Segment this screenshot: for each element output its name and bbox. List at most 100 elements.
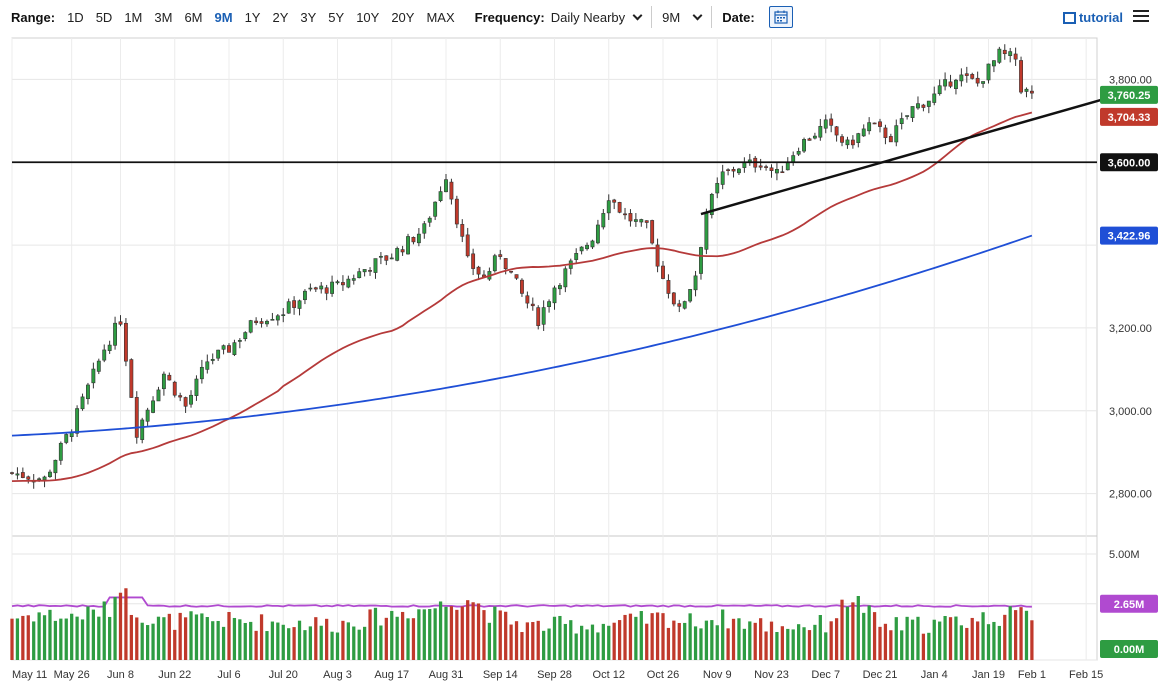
- range-button-2y[interactable]: 2Y: [272, 9, 289, 25]
- candle: [585, 242, 589, 251]
- candle-body: [709, 193, 714, 215]
- volume-bar: [466, 600, 470, 660]
- volume-bar: [70, 613, 74, 660]
- candle: [378, 252, 383, 265]
- candle-body: [178, 395, 183, 398]
- candle-body: [932, 93, 937, 103]
- candle-body: [693, 275, 698, 291]
- range-button-9m[interactable]: 9M: [214, 9, 233, 25]
- candle: [411, 236, 416, 245]
- badge-bg: [1100, 640, 1158, 658]
- candle: [888, 133, 893, 143]
- candle-body: [921, 104, 926, 108]
- volume-bar: [259, 614, 264, 660]
- volume-bar: [493, 606, 497, 660]
- candle-body: [520, 279, 524, 294]
- volume-bar: [352, 626, 356, 660]
- range-button-10y[interactable]: 10Y: [356, 9, 380, 25]
- candle-body: [129, 359, 134, 398]
- badge-bg: [1100, 226, 1158, 245]
- range-button-1m[interactable]: 1M: [124, 9, 143, 25]
- volume-bar: [476, 603, 481, 660]
- candle: [693, 270, 698, 297]
- candle: [492, 253, 497, 273]
- range-buttons: 1D 5D 1M 3M 6M 9M 1Y 2Y 3Y 5Y 10Y 20Y MAX: [61, 10, 461, 25]
- candle-body: [422, 223, 427, 234]
- candle-body: [601, 213, 606, 228]
- volume-bar: [563, 623, 567, 660]
- range-button-1y[interactable]: 1Y: [244, 9, 261, 25]
- candle-body: [275, 315, 280, 321]
- range-button-3y[interactable]: 3Y: [300, 9, 317, 25]
- volume-bar: [552, 616, 557, 660]
- toolbar: Range: 1D 5D 1M 3M 6M 9M 1Y 2Y 3Y 5Y 10Y 20Y MAX Fre…: [0, 0, 1161, 34]
- candle-body: [623, 213, 627, 216]
- candle: [69, 429, 74, 442]
- candle: [254, 317, 259, 326]
- volume-bar: [211, 621, 215, 660]
- candle-body: [650, 220, 655, 244]
- candle-body: [899, 118, 904, 124]
- range-button-5d[interactable]: 5D: [95, 9, 113, 25]
- candle: [937, 79, 942, 96]
- candle-body: [313, 287, 318, 290]
- candle-body: [818, 126, 823, 138]
- volume-bar: [48, 609, 52, 660]
- period-dropdown[interactable]: 9M: [662, 10, 703, 25]
- candle: [644, 220, 649, 229]
- volume-bar: [693, 626, 698, 660]
- frequency-dropdown[interactable]: Daily Nearby: [550, 9, 643, 25]
- candle: [536, 305, 541, 330]
- time-tick-label: Aug 31: [429, 669, 464, 681]
- range-button-6m[interactable]: 6M: [184, 9, 203, 25]
- calendar-button[interactable]: [768, 6, 793, 28]
- volume-bar: [715, 625, 719, 660]
- candle: [1008, 47, 1013, 63]
- candle-body: [324, 287, 329, 294]
- candle: [666, 274, 671, 299]
- candle: [758, 158, 763, 171]
- candle-body: [58, 442, 63, 461]
- candle: [932, 86, 937, 106]
- volume-bar: [433, 608, 437, 660]
- volume-bar: [80, 619, 85, 660]
- candle-body: [682, 301, 687, 309]
- candle: [64, 433, 69, 445]
- volume-bar: [623, 614, 627, 660]
- volume-bar: [487, 622, 492, 660]
- candle-body: [248, 320, 253, 333]
- volume-bar: [753, 622, 757, 660]
- candle-body: [737, 168, 741, 174]
- volume-bar: [932, 619, 936, 660]
- range-button-5y[interactable]: 5Y: [328, 9, 345, 25]
- range-button-3m[interactable]: 3M: [154, 9, 173, 25]
- badge-label: 3,760.25: [1108, 90, 1151, 102]
- candle-body: [330, 281, 335, 294]
- candle-body: [916, 103, 920, 109]
- volume-bar: [900, 630, 904, 660]
- candle-body: [292, 300, 297, 308]
- hamburger-menu-icon[interactable]: [1133, 10, 1149, 24]
- candle-body: [308, 287, 313, 290]
- time-tick-label: Jul 6: [217, 669, 240, 681]
- range-button-20y[interactable]: 20Y: [391, 9, 415, 25]
- range-button-1d[interactable]: 1D: [67, 9, 84, 25]
- candle: [541, 300, 546, 331]
- volume-bar: [281, 624, 285, 660]
- range-label: Range:: [11, 9, 56, 25]
- frequency-value: Daily Nearby: [550, 9, 626, 25]
- candle: [818, 118, 823, 141]
- volume-bar: [482, 610, 486, 660]
- volume-bar: [731, 618, 736, 660]
- candle-body: [981, 81, 986, 84]
- candle-body: [20, 472, 25, 478]
- support-level-badge: 3,600.00: [1100, 153, 1158, 172]
- volume-bar: [699, 628, 703, 660]
- tutorial-link[interactable]: tutorial: [1062, 10, 1123, 25]
- time-tick-label: Jan 19: [972, 669, 1005, 681]
- range-button-max[interactable]: MAX: [426, 9, 455, 25]
- volume-bar: [938, 621, 942, 660]
- candle-body: [167, 374, 172, 381]
- candle: [894, 119, 899, 147]
- volume-bar: [574, 633, 578, 660]
